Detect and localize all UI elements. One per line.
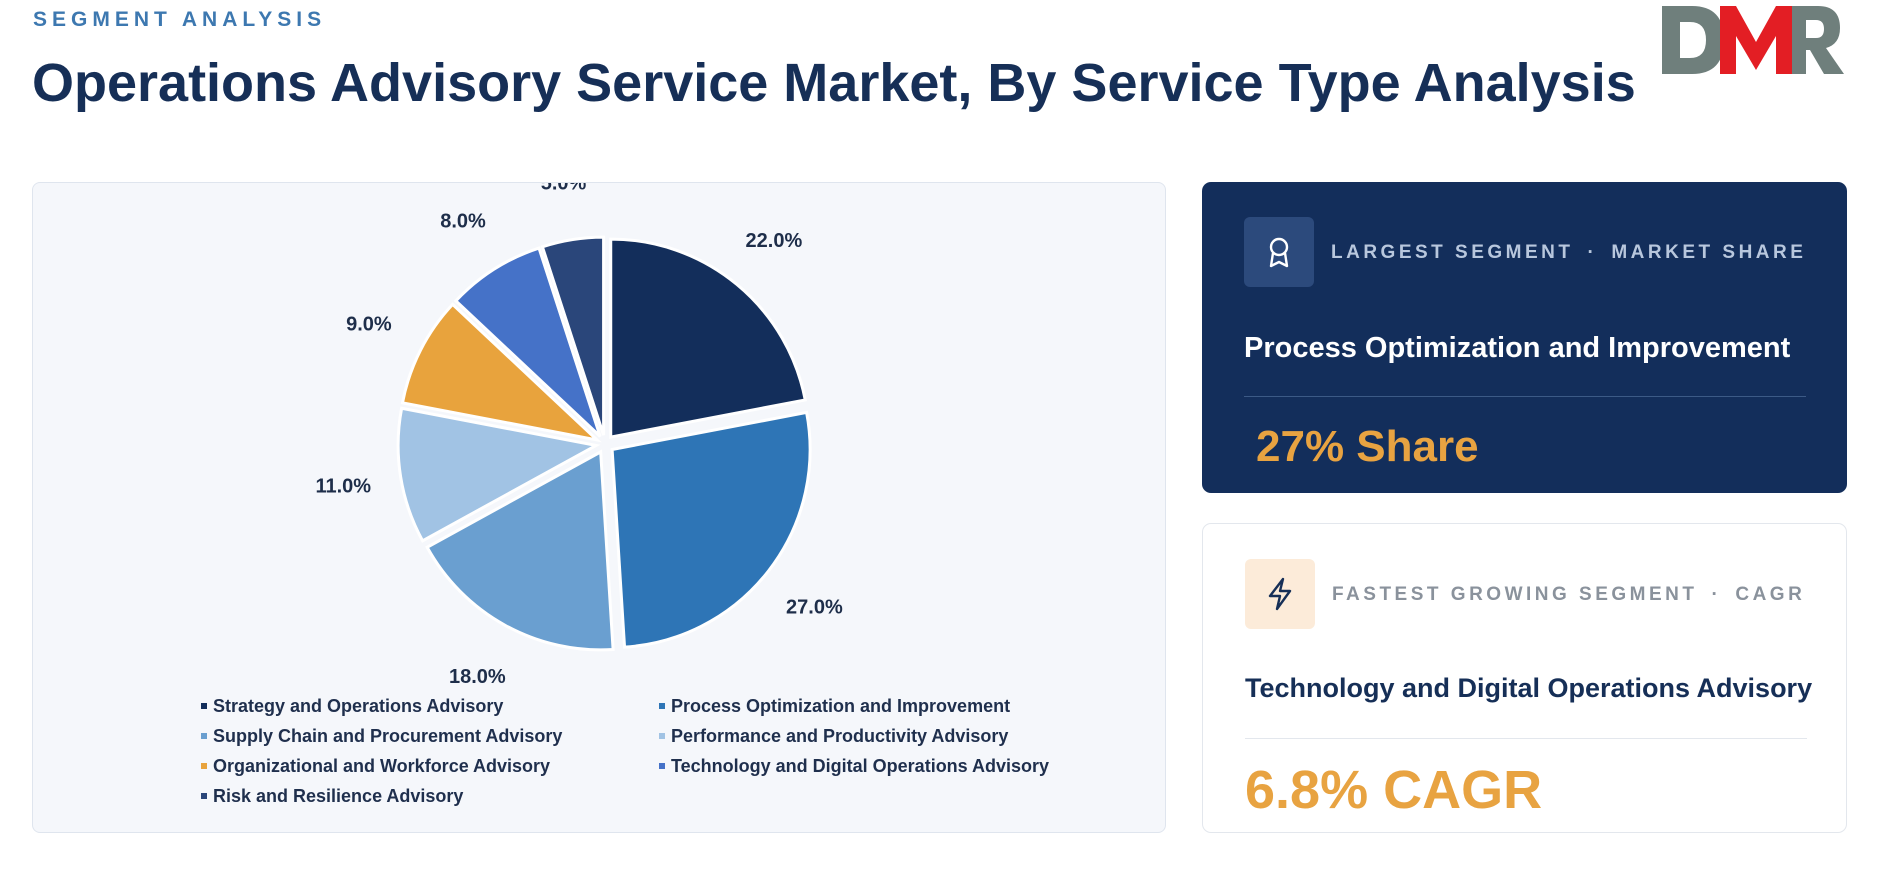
- legend-swatch: [201, 703, 207, 709]
- pie-slice-strategy-and-operations-advisory: [609, 237, 807, 439]
- pie-slice-performance-and-productivity-advisory: [396, 406, 601, 543]
- legend-label: Process Optimization and Improvement: [671, 695, 1011, 716]
- fastest-segment-meta: FASTEST GROWING SEGMENT · CAGR: [1332, 584, 1805, 606]
- pie-chart: 22.0% 27.0% 18.0% 11.0% 9.0% 8.0% 5.0%: [315, 183, 843, 688]
- fastest-segment-label: FASTEST GROWING SEGMENT: [1332, 584, 1698, 605]
- largest-segment-value: 27% Share: [1256, 422, 1479, 471]
- slice-label-organizational-and-workforce-advisory: 9.0%: [346, 314, 392, 336]
- legend-swatch: [659, 733, 665, 739]
- slice-label-process-optimization-and-improvement: 27.0%: [786, 596, 843, 618]
- fastest-growing-card: FASTEST GROWING SEGMENT · CAGR Technology …: [1202, 523, 1847, 833]
- legend-label: Performance and Productivity Advisory: [671, 725, 1009, 746]
- slice-label-strategy-and-operations-advisory: 22.0%: [746, 230, 803, 252]
- pie-slice-technology-and-digital-operations-advisory: [453, 246, 602, 438]
- page-title: Operations Advisory Service Market, By S…: [32, 53, 1636, 113]
- meta-separator: ·: [1587, 242, 1598, 263]
- legend-swatch: [659, 763, 665, 769]
- legend-item-performance-and-productivity-advisory: Performance and Productivity Advisory: [659, 725, 1099, 747]
- legend-label: Technology and Digital Operations Adviso…: [671, 755, 1050, 776]
- chart-legend: Strategy and Operations Advisory Process …: [201, 695, 1081, 807]
- fastest-segment-name: Technology and Digital Operations Adviso…: [1245, 673, 1813, 703]
- card-divider: [1244, 396, 1806, 397]
- largest-segment-metric: MARKET SHARE: [1611, 242, 1807, 263]
- legend-swatch: [201, 793, 207, 799]
- legend-label: Supply Chain and Procurement Advisory: [213, 725, 563, 746]
- legend-label: Organizational and Workforce Advisory: [213, 755, 551, 776]
- pie-slice-supply-chain-and-procurement-advisory: [425, 449, 615, 652]
- slice-label-technology-and-digital-operations-advisory: 8.0%: [440, 210, 486, 232]
- largest-segment-name: Process Optimization and Improvement: [1244, 332, 1791, 364]
- legend-item-strategy-and-operations-advisory: Strategy and Operations Advisory: [201, 695, 659, 717]
- fastest-segment-metric: CAGR: [1735, 584, 1806, 605]
- slice-label-risk-and-resilience-advisory: 5.0%: [541, 183, 587, 194]
- legend-label: Risk and Resilience Advisory: [213, 785, 464, 806]
- pie-slice-risk-and-resilience-advisory: [540, 235, 606, 436]
- legend-item-technology-and-digital-operations-advisory: Technology and Digital Operations Adviso…: [659, 755, 1099, 777]
- pie-chart-panel: 22.0% 27.0% 18.0% 11.0% 9.0% 8.0% 5.0% Strateg…: [32, 182, 1166, 833]
- pie-slice-process-optimization-and-improvement: [610, 410, 812, 649]
- largest-segment-meta: LARGEST SEGMENT · MARKET SHARE: [1331, 242, 1806, 264]
- largest-segment-card: LARGEST SEGMENT · MARKET SHARE Process Opt…: [1202, 182, 1847, 493]
- meta-separator: ·: [1711, 584, 1722, 605]
- dmr-logo: [1662, 6, 1844, 74]
- slice-label-supply-chain-and-procurement-advisory: 18.0%: [449, 666, 506, 688]
- pie-slice-organizational-and-workforce-advisory: [400, 302, 602, 443]
- legend-item-supply-chain-and-procurement-advisory: Supply Chain and Procurement Advisory: [201, 725, 659, 747]
- legend-label: Strategy and Operations Advisory: [213, 695, 504, 716]
- slice-label-performance-and-productivity-advisory: 11.0%: [315, 475, 371, 497]
- award-ribbon-icon: [1244, 217, 1314, 287]
- legend-item-organizational-and-workforce-advisory: Organizational and Workforce Advisory: [201, 755, 659, 777]
- legend-swatch: [659, 703, 665, 709]
- legend-item-process-optimization-and-improvement: Process Optimization and Improvement: [659, 695, 1099, 717]
- legend-swatch: [201, 763, 207, 769]
- legend-swatch: [201, 733, 207, 739]
- fastest-segment-value: 6.8% CAGR: [1245, 760, 1543, 820]
- largest-segment-label: LARGEST SEGMENT: [1331, 242, 1574, 263]
- lightning-bolt-icon: [1245, 559, 1315, 629]
- section-eyebrow: SEGMENT ANALYSIS: [33, 8, 327, 31]
- card-divider: [1245, 738, 1807, 739]
- legend-item-risk-and-resilience-advisory: Risk and Resilience Advisory: [201, 785, 659, 807]
